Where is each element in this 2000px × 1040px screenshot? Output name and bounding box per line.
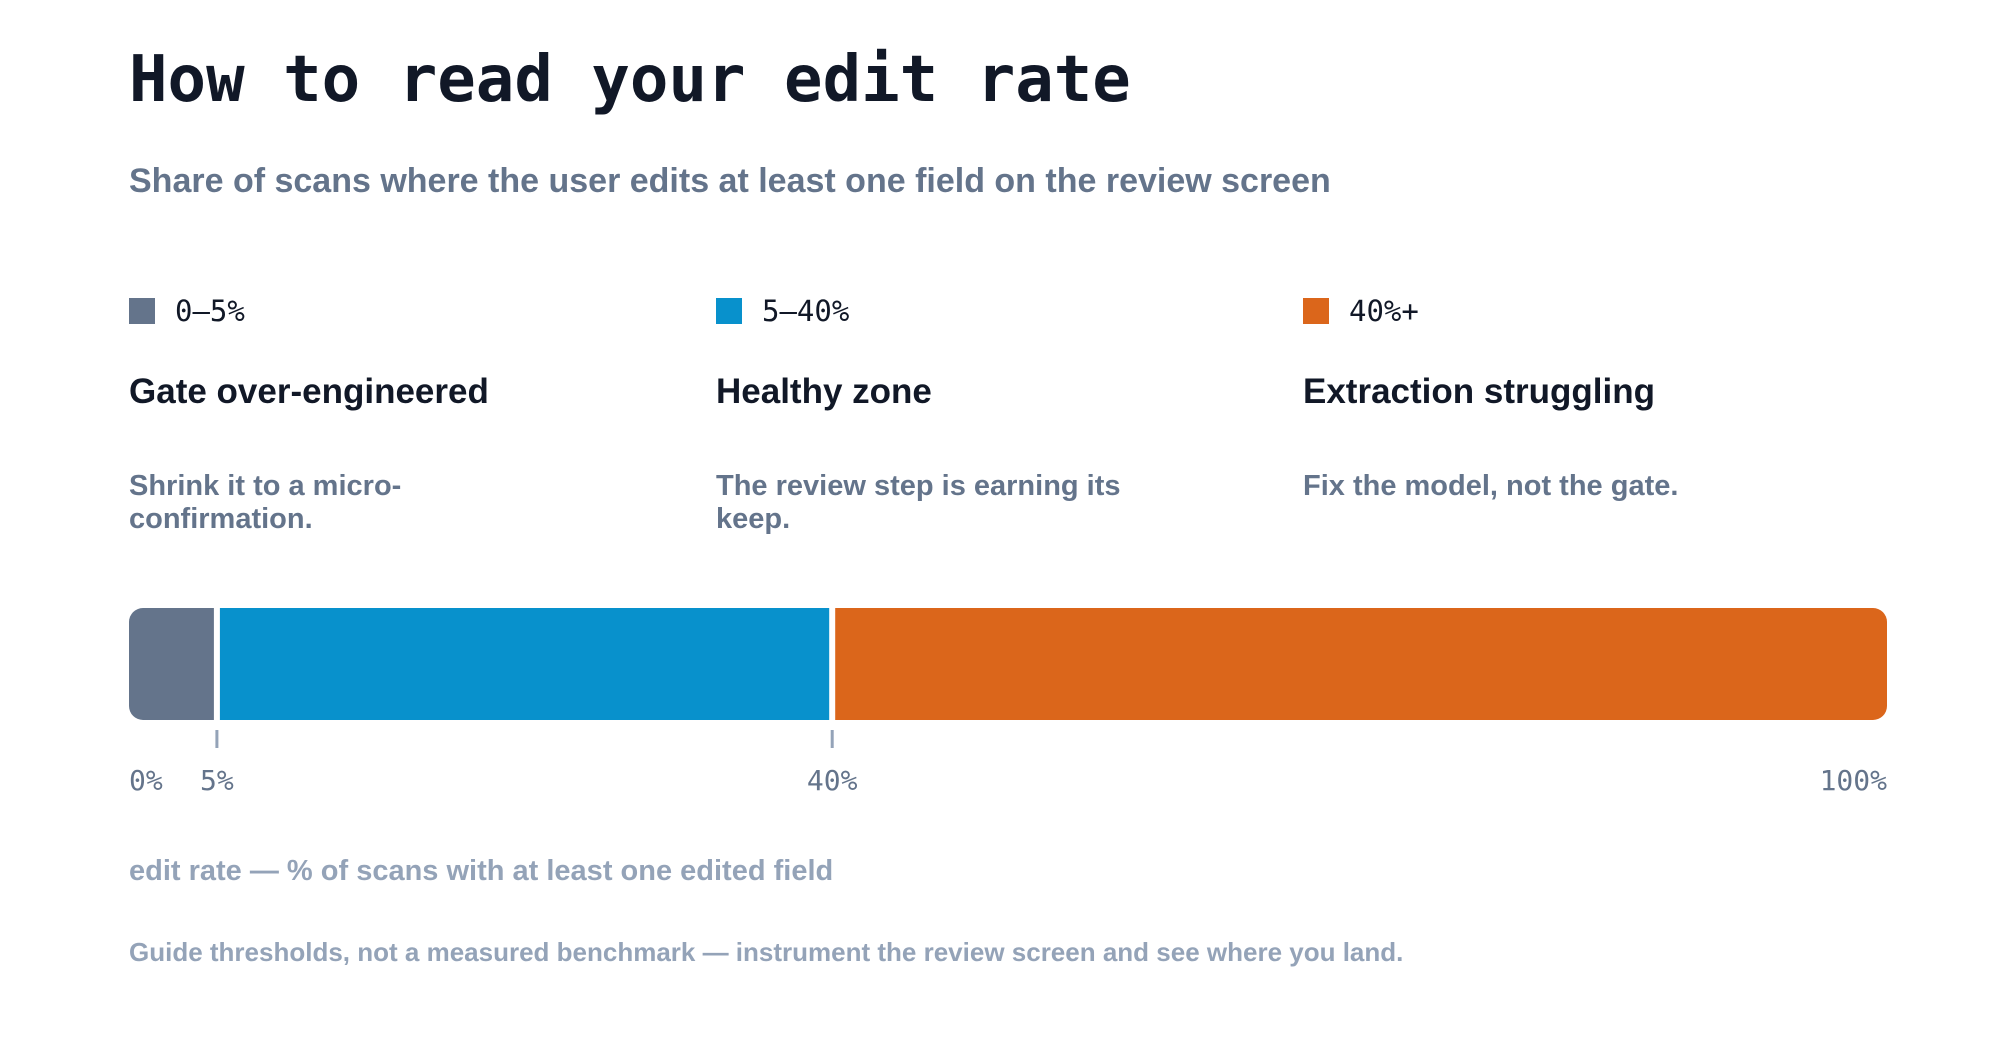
zone-heading-high: Extraction struggling (1303, 372, 1655, 411)
zone-description-healthy: The review step is earning its keep. (716, 470, 1121, 535)
zone-low: 0–5% Gate over-engineered Shrink it to a… (129, 292, 589, 535)
tick-label-5: 5% (200, 764, 234, 797)
zone-description-high: Fix the model, not the gate. (1303, 470, 1679, 502)
bar-segment-40-100 (835, 608, 1887, 720)
zone-description-low: Shrink it to a micro-confirmation. (129, 470, 402, 535)
page-subtitle: Share of scans where the user edits at l… (129, 162, 1331, 200)
footnote: Guide thresholds, not a measured benchma… (129, 937, 1404, 967)
legend-range-healthy: 5–40% (762, 294, 850, 328)
bar-segment-0-5 (129, 608, 214, 720)
zone-heading-healthy: Healthy zone (716, 372, 932, 411)
bar-segment-5-40 (219, 608, 830, 720)
page-title: How to read your edit rate (129, 43, 1131, 117)
edit-rate-bar-chart (129, 608, 1887, 748)
legend-item-healthy: 5–40% (716, 292, 1176, 330)
axis-caption: edit rate — % of scans with at least one… (129, 855, 834, 887)
tick-label-0: 0% (129, 764, 163, 797)
legend-item-low: 0–5% (129, 292, 589, 330)
tick-label-40: 40% (806, 764, 858, 797)
tick-label-100: 100% (1819, 764, 1887, 797)
legend-range-high: 40%+ (1349, 294, 1419, 328)
zone-heading-low: Gate over-engineered (129, 372, 489, 411)
legend-range-low: 0–5% (175, 294, 245, 328)
legend-swatch-high (1303, 298, 1329, 324)
legend-swatch-low (129, 298, 155, 324)
zone-high: 40%+ Extraction struggling Fix the model… (1303, 292, 1763, 502)
legend-item-high: 40%+ (1303, 292, 1763, 330)
legend-swatch-healthy (716, 298, 742, 324)
zone-healthy: 5–40% Healthy zone The review step is ea… (716, 292, 1176, 535)
